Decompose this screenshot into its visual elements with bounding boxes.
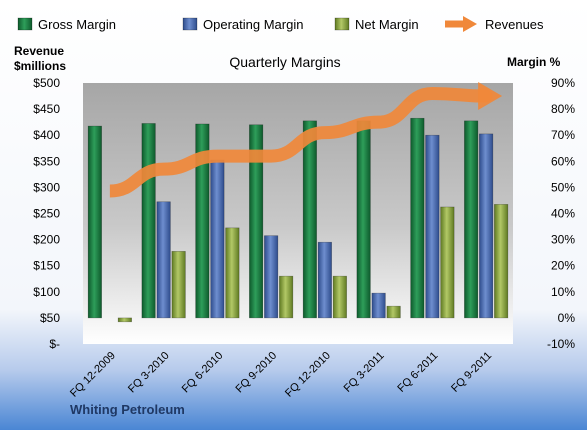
bar-operating-margin: [264, 235, 279, 319]
bar-gross-margin: [410, 117, 425, 319]
right-tick-label: 0%: [558, 311, 576, 325]
right-tick-label: 80%: [551, 102, 575, 116]
left-tick-label: $250: [33, 207, 60, 221]
bar-gross-margin: [249, 124, 264, 319]
right-tick-label: 20%: [551, 259, 575, 273]
legend-label-operating-margin: Operating Margin: [203, 17, 303, 32]
legend-label-revenues: Revenues: [485, 17, 544, 32]
right-tick-label: 50%: [551, 180, 575, 194]
right-tick-label: -10%: [547, 337, 575, 351]
chart-title: Quarterly Margins: [229, 54, 340, 70]
bar-net-margin: [440, 206, 455, 319]
bar-net-margin: [279, 275, 294, 319]
right-tick-label: 70%: [551, 128, 575, 142]
left-tick-label: $350: [33, 154, 60, 168]
bar-operating-margin: [317, 241, 332, 319]
bar-operating-margin: [371, 292, 386, 319]
bar-net-margin: [386, 305, 401, 319]
bar-net-margin: [171, 251, 186, 319]
left-tick-label: $400: [33, 128, 60, 142]
legend-swatch-arrow: [463, 16, 477, 32]
legend-label-net-margin: Net Margin: [355, 17, 419, 32]
bar-net-margin: [494, 204, 509, 319]
bar-gross-margin: [141, 123, 156, 319]
revenue-line-path: [109, 86, 493, 198]
bar-operating-margin: [156, 201, 171, 319]
bar-gross-margin: [87, 125, 102, 319]
bar-operating-margin: [479, 133, 494, 319]
left-tick-label: $500: [33, 76, 60, 90]
left-tick-label: $100: [33, 285, 60, 299]
left-axis-label-line2: $millions: [14, 59, 66, 73]
revenue-line: [109, 82, 503, 198]
bar-operating-margin: [425, 134, 440, 319]
left-axis-ticks: $- $50 $100 $150 $200 $250 $300 $350 $400 $450 $50…: [33, 76, 60, 351]
revenue-arrow-head: [478, 82, 503, 111]
left-tick-label: $-: [49, 337, 60, 351]
legend-swatch-net-margin: [334, 17, 350, 31]
bars: [87, 117, 509, 323]
right-axis-label: Margin %: [507, 55, 561, 69]
legend: Gross Margin Operating Margin Net Margin Re…: [17, 16, 544, 32]
left-tick-label: $450: [33, 102, 60, 116]
bar-net-margin: [117, 317, 132, 323]
bar-gross-margin: [195, 123, 210, 319]
left-tick-label: $150: [33, 259, 60, 273]
legend-swatch-operating-margin: [182, 17, 198, 31]
legend-label-gross-margin: Gross Margin: [38, 17, 116, 32]
bar-operating-margin: [210, 159, 225, 319]
right-axis-ticks: -10% 0% 10% 20% 30% 40% 50% 60% 70% 80% 90%: [547, 76, 575, 351]
legend-swatch-gross-margin: [17, 17, 33, 31]
right-tick-label: 60%: [551, 154, 575, 168]
right-tick-label: 10%: [551, 285, 575, 299]
left-tick-label: $300: [33, 180, 60, 194]
bar-gross-margin: [356, 120, 371, 319]
left-axis-label-line1: Revenue: [14, 44, 64, 58]
company-name: Whiting Petroleum: [70, 402, 185, 417]
bar-net-margin: [332, 275, 347, 319]
bar-net-margin: [225, 227, 240, 319]
right-tick-label: 90%: [551, 76, 575, 90]
bar-gross-margin: [464, 120, 479, 319]
left-tick-label: $50: [40, 311, 60, 325]
left-tick-label: $200: [33, 233, 60, 247]
right-tick-label: 30%: [551, 233, 575, 247]
bar-gross-margin: [302, 120, 317, 319]
right-tick-label: 40%: [551, 207, 575, 221]
